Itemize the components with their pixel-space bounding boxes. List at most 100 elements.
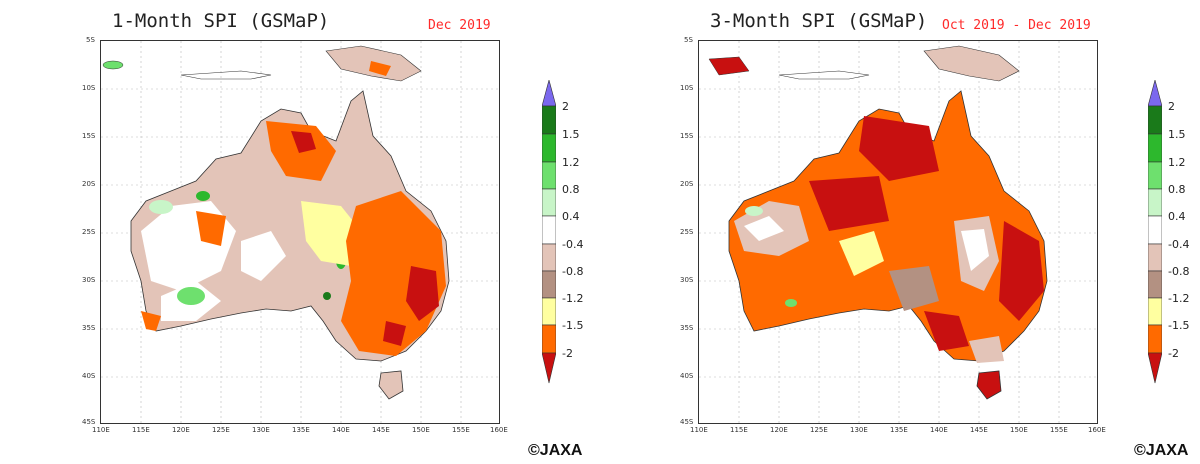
legend-label: 1.2: [1168, 156, 1186, 169]
lon-label: 155E: [1050, 426, 1068, 434]
spi-3month-panel: 3-Month SPI (GSMaP) Oct 2019 - Dec 2019: [600, 0, 1200, 464]
lon-label: 160E: [490, 426, 508, 434]
mild-dry-region: [969, 336, 1004, 363]
new-guinea: [923, 45, 1020, 82]
lon-label: 125E: [810, 426, 828, 434]
drought-region: [369, 61, 391, 76]
lat-label: 10S: [82, 84, 96, 92]
lat-label: 40S: [680, 372, 694, 380]
legend-label: -1.5: [1168, 319, 1190, 332]
copyright-label: ©JAXA: [528, 442, 583, 459]
wet-anomaly: [177, 287, 205, 305]
legend-label: 2: [1168, 100, 1175, 113]
lat-label: 45S: [680, 418, 694, 426]
island: [102, 60, 124, 70]
lon-label: 145E: [372, 426, 390, 434]
dry-region: [889, 266, 939, 311]
lat-label: 10S: [680, 84, 694, 92]
legend-label: 0.8: [1168, 183, 1186, 196]
lat-label: 45S: [82, 418, 96, 426]
lat-label: 40S: [82, 372, 96, 380]
lon-label: 120E: [770, 426, 788, 434]
severe-drought: [859, 116, 939, 181]
panel-title: 3-Month SPI (GSMaP): [710, 10, 928, 32]
lon-label: 115E: [132, 426, 150, 434]
period-label: Dec 2019: [428, 18, 491, 33]
wet-anomaly: [785, 299, 797, 307]
legend-label: -1.5: [562, 319, 584, 332]
lat-label: 30S: [680, 276, 694, 284]
legend-swatches: [1148, 80, 1162, 384]
period-label: Oct 2019 - Dec 2019: [942, 18, 1091, 33]
legend-label: 1.5: [1168, 128, 1186, 141]
near-normal-region: [744, 216, 784, 241]
australia-landmass: [728, 90, 1048, 362]
lat-label: 15S: [82, 132, 96, 140]
map-canvas: [101, 41, 499, 423]
map-canvas: [699, 41, 1097, 423]
lon-label: 125E: [212, 426, 230, 434]
legend-label: -0.4: [562, 238, 584, 251]
color-legend: [542, 80, 556, 384]
lon-label: 130E: [850, 426, 868, 434]
legend-label: 1.2: [562, 156, 580, 169]
lon-label: 130E: [252, 426, 270, 434]
panel-title: 1-Month SPI (GSMaP): [112, 10, 330, 32]
lon-label: 155E: [452, 426, 470, 434]
severe-drought: [924, 311, 969, 351]
legend-label: -0.8: [562, 265, 584, 278]
wet-anomaly: [745, 206, 763, 216]
drought-region: [196, 211, 226, 246]
legend-label: 0.4: [1168, 210, 1186, 223]
dry-anomaly: [301, 201, 361, 266]
lat-label: 30S: [82, 276, 96, 284]
legend-label: -2: [1168, 347, 1179, 360]
lat-label: 25S: [82, 228, 96, 236]
lat-label: 20S: [680, 180, 694, 188]
near-normal-region: [961, 229, 989, 271]
lon-label: 140E: [332, 426, 350, 434]
lon-label: 145E: [970, 426, 988, 434]
island: [708, 56, 750, 76]
legend-label: -0.4: [1168, 238, 1190, 251]
copyright-label: ©JAXA: [1134, 442, 1189, 459]
legend-label: -2: [562, 347, 573, 360]
lat-label: 25S: [680, 228, 694, 236]
legend-label: 0.4: [562, 210, 580, 223]
lat-label: 5S: [86, 36, 95, 44]
spi-1month-panel: 1-Month SPI (GSMaP) Dec 2019: [82, 10, 584, 459]
legend-label: 2: [562, 100, 569, 113]
legend-label: -1.2: [1168, 292, 1190, 305]
near-normal-region: [241, 231, 286, 281]
lat-label: 35S: [82, 324, 96, 332]
legend-label: 1.5: [562, 128, 580, 141]
lat-label: 5S: [684, 36, 693, 44]
tasmania: [976, 370, 1002, 400]
lon-label: 160E: [1088, 426, 1106, 434]
island: [180, 70, 272, 80]
wet-anomaly: [196, 191, 210, 201]
lon-label: 150E: [412, 426, 430, 434]
lat-label: 35S: [680, 324, 694, 332]
severe-drought: [406, 266, 439, 321]
severe-drought: [809, 176, 889, 231]
wet-anomaly: [149, 200, 173, 214]
severe-drought: [291, 131, 316, 153]
lon-label: 120E: [172, 426, 190, 434]
lon-label: 140E: [930, 426, 948, 434]
spi-map: [100, 40, 500, 424]
legend-swatches: [542, 80, 556, 384]
dry-anomaly: [839, 231, 884, 276]
lon-label: 150E: [1010, 426, 1028, 434]
lon-label: 110E: [690, 426, 708, 434]
legend-label: -1.2: [562, 292, 584, 305]
legend-label: 0.8: [562, 183, 580, 196]
severe-drought: [999, 221, 1044, 321]
lon-label: 135E: [292, 426, 310, 434]
lon-label: 110E: [92, 426, 110, 434]
severe-drought: [383, 321, 406, 346]
drought-region: [141, 311, 161, 331]
legend-label: -0.8: [1168, 265, 1190, 278]
lat-label: 20S: [82, 180, 96, 188]
color-legend: [1148, 80, 1162, 384]
